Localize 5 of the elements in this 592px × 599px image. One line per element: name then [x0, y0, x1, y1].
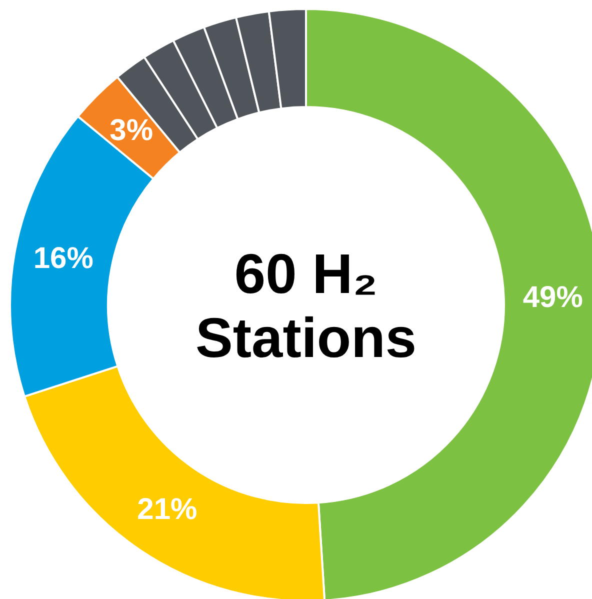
data-label: 21%	[137, 492, 198, 526]
text: 60 H₂ Stations	[196, 242, 416, 369]
data-label: 16%	[33, 242, 94, 276]
data-label: 3%	[110, 114, 154, 147]
data-label: 49%	[522, 280, 583, 314]
